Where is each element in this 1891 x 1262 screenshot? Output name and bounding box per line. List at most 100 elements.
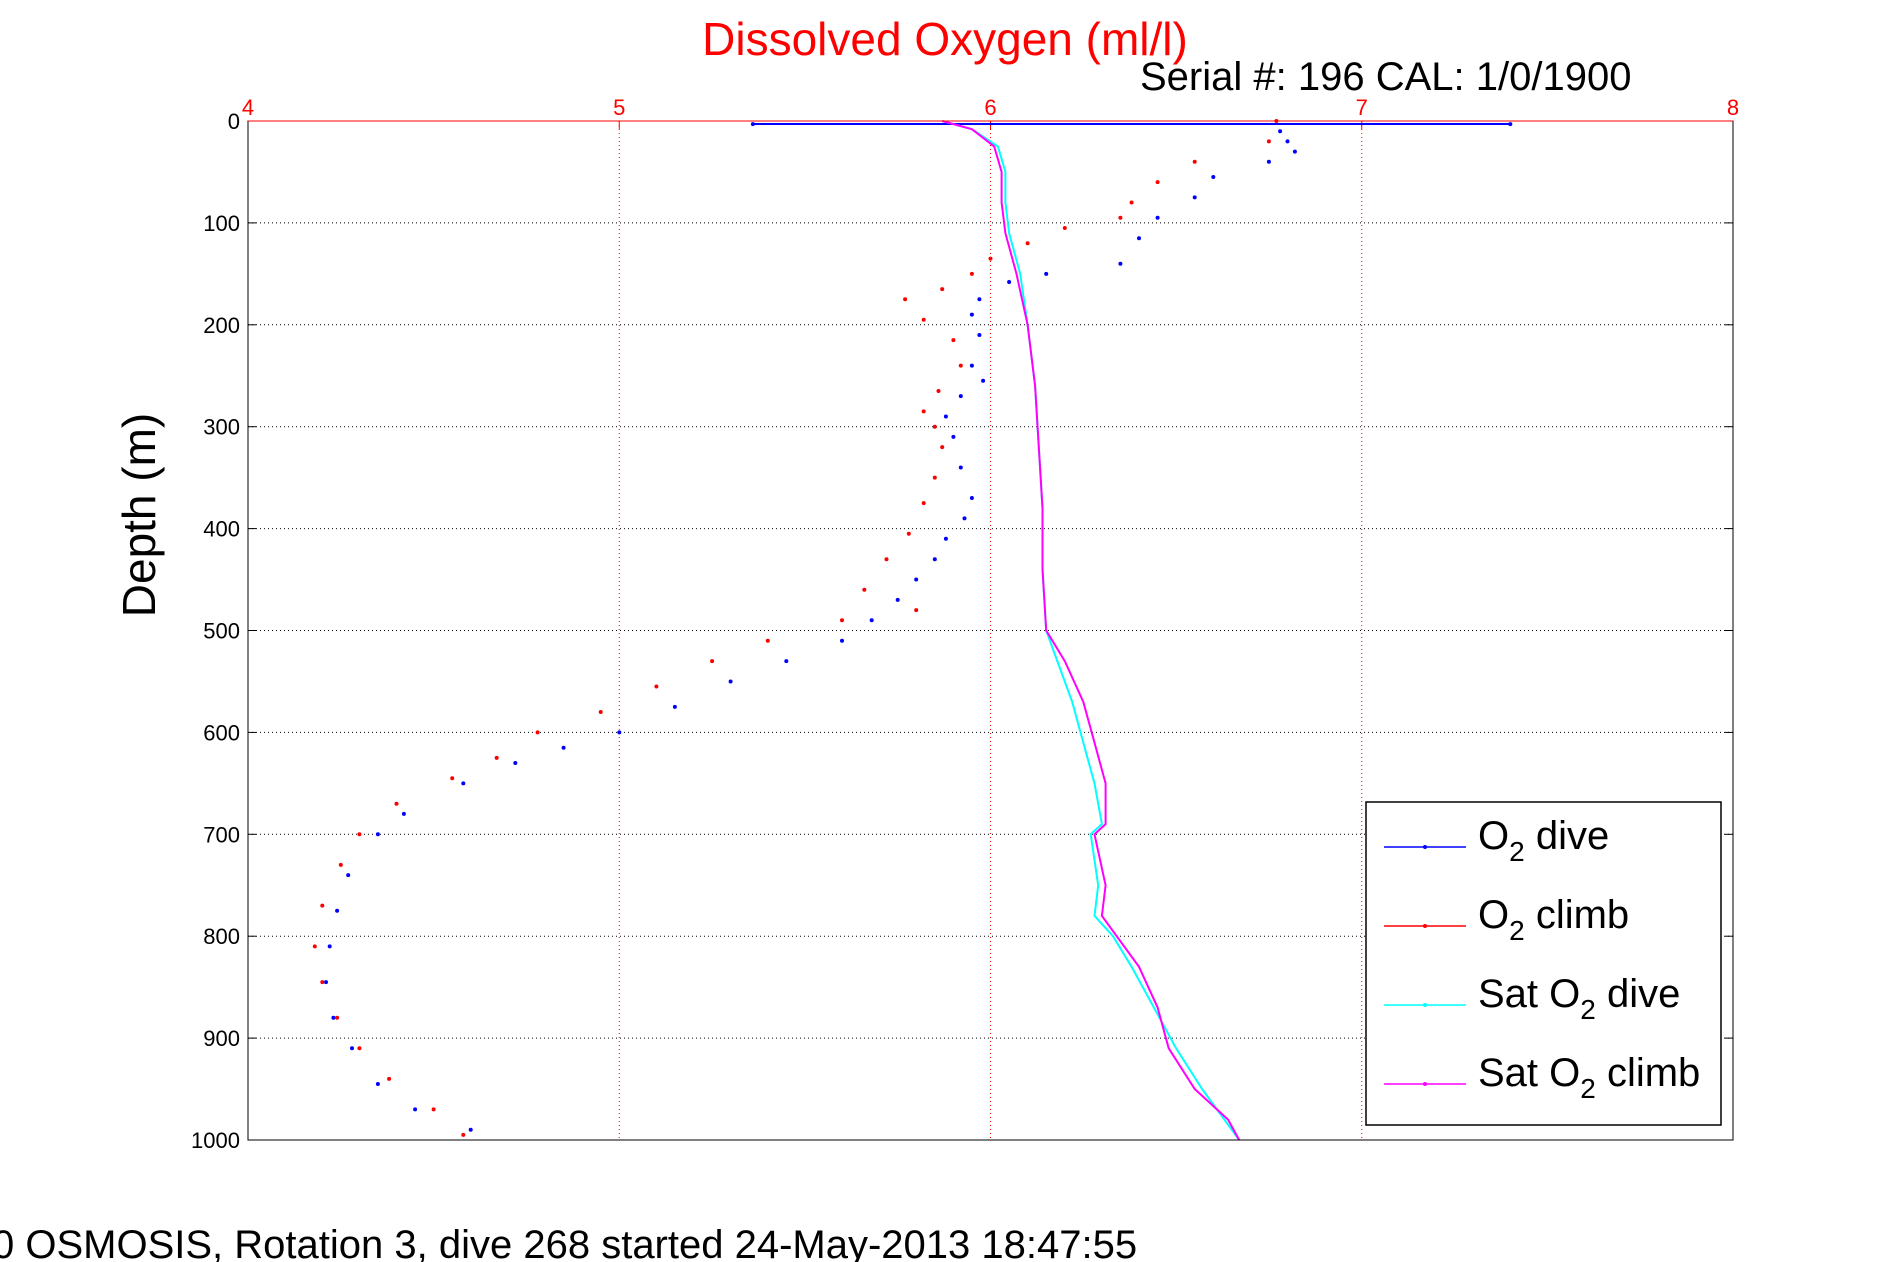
data-point (375, 832, 380, 837)
data-point (320, 903, 325, 908)
data-point (1025, 241, 1030, 246)
y-tick-label: 400 (203, 517, 240, 542)
data-point (335, 908, 340, 913)
data-point (921, 501, 926, 506)
data-point (1292, 149, 1297, 154)
data-point (951, 338, 956, 343)
series-line (941, 120, 1241, 1141)
data-point (461, 781, 466, 786)
plot-series (312, 119, 1513, 1141)
data-point (413, 1107, 418, 1112)
y-tick-label: 300 (203, 415, 240, 440)
data-point (654, 684, 659, 689)
data-point (320, 980, 325, 985)
data-point (1118, 215, 1123, 220)
data-point (840, 618, 844, 623)
x-tick-label: 4 (242, 95, 254, 120)
data-point (1155, 180, 1160, 185)
data-point (1266, 139, 1271, 144)
data-point (1118, 261, 1123, 266)
chart-subtitle: Serial #: 196 CAL: 1/0/1900 (1140, 55, 1631, 99)
data-point (988, 256, 993, 261)
legend-label: Sat O2 climb (1478, 1051, 1700, 1104)
data-point (346, 873, 351, 878)
data-point (943, 414, 948, 419)
data-point (338, 862, 343, 867)
data-point (1266, 159, 1271, 164)
y-tick-label: 800 (203, 924, 240, 949)
data-point (450, 776, 455, 781)
legend-marker (1423, 1003, 1427, 1007)
x-tick-label: 7 (1356, 95, 1368, 120)
data-point (884, 557, 889, 562)
data-point (962, 516, 967, 521)
data-point (331, 1015, 336, 1020)
data-point (1129, 200, 1134, 205)
data-point (1155, 215, 1160, 220)
data-point (969, 496, 974, 500)
data-point (932, 557, 937, 562)
data-point (840, 638, 844, 643)
data-point (895, 597, 900, 602)
data-point (494, 755, 499, 760)
y-tick-label: 0 (228, 109, 240, 134)
data-point (1062, 226, 1067, 230)
data-point (940, 445, 945, 450)
data-point (958, 465, 963, 470)
legend-marker (1423, 845, 1427, 849)
data-point (906, 531, 911, 536)
data-point (1044, 271, 1049, 276)
data-point (921, 317, 926, 322)
data-point (1192, 195, 1197, 200)
data-point (375, 1082, 380, 1086)
series-o2-climb (312, 119, 1279, 1137)
y-tick-label: 1000 (191, 1128, 240, 1153)
footer-caption: 0 OSMOSIS, Rotation 3, dive 268 started … (0, 1223, 1137, 1262)
series-line (941, 120, 1241, 1141)
data-point (1211, 175, 1216, 179)
data-point (387, 1076, 392, 1081)
data-point (1285, 139, 1290, 144)
data-point (977, 297, 982, 302)
data-point (936, 389, 941, 393)
data-point (981, 378, 986, 383)
data-point (728, 679, 733, 684)
y-axis: 0 100 200 300 400 500 600 700 800 900 1000 (191, 109, 1733, 1153)
data-point (617, 730, 622, 735)
chart-title: Dissolved Oxygen (ml/l) (702, 13, 1188, 65)
data-point (765, 638, 770, 643)
y-tick-label: 600 (203, 720, 240, 745)
data-point (327, 944, 332, 949)
data-point (869, 618, 874, 623)
data-point (932, 475, 937, 480)
y-axis-label: Depth (m) (113, 413, 165, 617)
legend: O2 dive O2 climb Sat O2 dive Sat O2 climb (1365, 801, 1722, 1126)
data-point (862, 587, 867, 592)
data-point (357, 832, 362, 837)
data-point (969, 271, 974, 276)
legend-label: O2 dive (1478, 814, 1609, 867)
data-point (914, 608, 919, 613)
data-point (335, 1015, 340, 1020)
data-point (561, 745, 566, 750)
series-sat-o2-dive (941, 120, 1241, 1141)
data-point (969, 363, 974, 368)
data-point (324, 980, 328, 985)
data-point (598, 710, 603, 714)
legend-marker (1423, 1082, 1427, 1086)
data-point (468, 1127, 473, 1132)
data-point (357, 1046, 362, 1051)
data-point (394, 801, 399, 806)
data-point (431, 1107, 436, 1112)
data-point (535, 730, 540, 735)
data-point (932, 424, 937, 429)
y-tick-label: 100 (203, 211, 240, 236)
legend-label: Sat O2 dive (1478, 972, 1680, 1025)
data-point (312, 944, 317, 949)
data-point (914, 577, 919, 582)
data-point (672, 704, 677, 709)
data-point (969, 312, 974, 317)
y-tick-label: 500 (203, 619, 240, 644)
legend-marker (1423, 924, 1427, 928)
